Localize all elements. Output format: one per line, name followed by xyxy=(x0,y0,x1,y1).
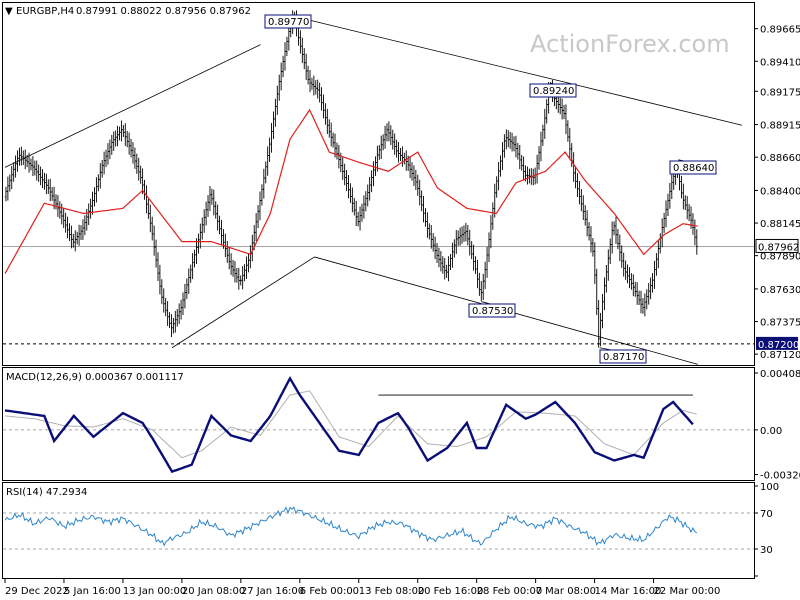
price-annotation-label: 0.89240 xyxy=(533,86,574,97)
rsi-panel-frame xyxy=(2,482,755,579)
price-annotation-label: 0.87170 xyxy=(603,352,644,363)
ohlc-readout: 0.87991 0.88022 0.87956 0.87962 xyxy=(76,6,251,17)
price-annotation: 0.87530 xyxy=(468,301,516,318)
time-tick-label: 5 Jan 16:00 xyxy=(64,586,121,597)
price-tick-label: 0.88660 xyxy=(760,153,800,164)
price-tick-label: 0.87375 xyxy=(760,318,800,329)
macd-line xyxy=(4,375,694,474)
time-tick-label: 20 Jan 08:00 xyxy=(182,586,245,597)
rsi-layer xyxy=(3,506,754,550)
current-price-label: 0.87962 xyxy=(758,242,799,253)
moving-average-line xyxy=(4,108,698,274)
macd-tick-label: 0.004083 xyxy=(760,369,800,380)
rsi-axis: 100 70 30 xyxy=(754,482,779,577)
channel-trendline xyxy=(4,44,261,168)
level-tag xyxy=(756,336,798,350)
current-price-tag xyxy=(755,238,799,253)
rsi-tick-label: 100 xyxy=(760,482,779,493)
rsi-line xyxy=(4,506,698,547)
macd-label: MACD(12,26,9) 0.000367 0.001117 xyxy=(6,372,184,383)
price-layer: 0.89770 0.89240 0.88640 0.87530 0.87170 xyxy=(3,10,754,365)
price-annotation-label: 0.87530 xyxy=(472,306,513,317)
rsi-tick-label: 30 xyxy=(760,545,773,556)
macd-layer xyxy=(3,375,754,474)
level-tag-label: 0.87200 xyxy=(758,340,799,351)
time-tick-label: 14 Mar 16:00 xyxy=(595,586,662,597)
price-axis: 0.89665 0.89410 0.89175 0.88915 0.88660 0.884… xyxy=(754,25,800,361)
price-annotation: 0.89240 xyxy=(529,82,577,98)
channel-trendline xyxy=(171,256,315,349)
price-tick-label: 0.89410 xyxy=(760,57,800,68)
price-annotation: 0.88640 xyxy=(669,159,717,175)
time-tick-label: 20 Feb 16:00 xyxy=(418,586,484,597)
macd-tick-label: 0.00 xyxy=(760,426,782,437)
symbol-title: EURGBP,H4 xyxy=(16,6,74,17)
price-tick-label: 0.88400 xyxy=(760,186,800,197)
price-annotation: 0.87170 xyxy=(599,347,647,364)
price-annotation-label: 0.89770 xyxy=(268,17,309,28)
price-tick-label: 0.88915 xyxy=(760,121,800,132)
price-bar xyxy=(695,229,699,255)
symbol-title-arrow: ▼ xyxy=(5,6,13,17)
price-annotation: 0.89770 xyxy=(264,14,312,29)
time-tick-label: 7 Mar 08:00 xyxy=(536,586,596,597)
time-tick-label: 29 Dec 2022 xyxy=(5,586,69,597)
macd-tick-label: -0.003209 xyxy=(760,471,800,482)
macd-signal-line xyxy=(4,390,697,459)
price-tick-label: 0.88145 xyxy=(760,219,800,230)
time-tick-label: 13 Feb 08:00 xyxy=(359,586,425,597)
time-tick-label: 28 Feb 00:00 xyxy=(477,586,543,597)
macd-axis: 0.004083 0.00 -0.003209 xyxy=(754,369,800,482)
price-annotation-label: 0.88640 xyxy=(673,163,714,174)
channel-trendline xyxy=(299,17,743,126)
time-tick-label: 13 Jan 00:00 xyxy=(123,586,186,597)
price-tick-label: 0.87120 xyxy=(760,350,800,361)
price-tick-label: 0.87630 xyxy=(760,285,800,296)
price-tick-label: 0.89175 xyxy=(760,87,800,98)
time-tick-label: 27 Jan 16:00 xyxy=(241,586,304,597)
rsi-tick-label: 70 xyxy=(760,509,773,520)
watermark: ActionForex.com xyxy=(530,30,730,58)
time-tick-label: 6 Feb 00:00 xyxy=(300,586,359,597)
rsi-label: RSI(14) 47.2934 xyxy=(6,487,87,498)
price-panel-frame xyxy=(2,2,755,366)
time-tick-label: 22 Mar 00:00 xyxy=(654,586,721,597)
price-tick-label: 0.89665 xyxy=(760,25,800,36)
price-tick-label: 0.87890 xyxy=(760,252,800,263)
